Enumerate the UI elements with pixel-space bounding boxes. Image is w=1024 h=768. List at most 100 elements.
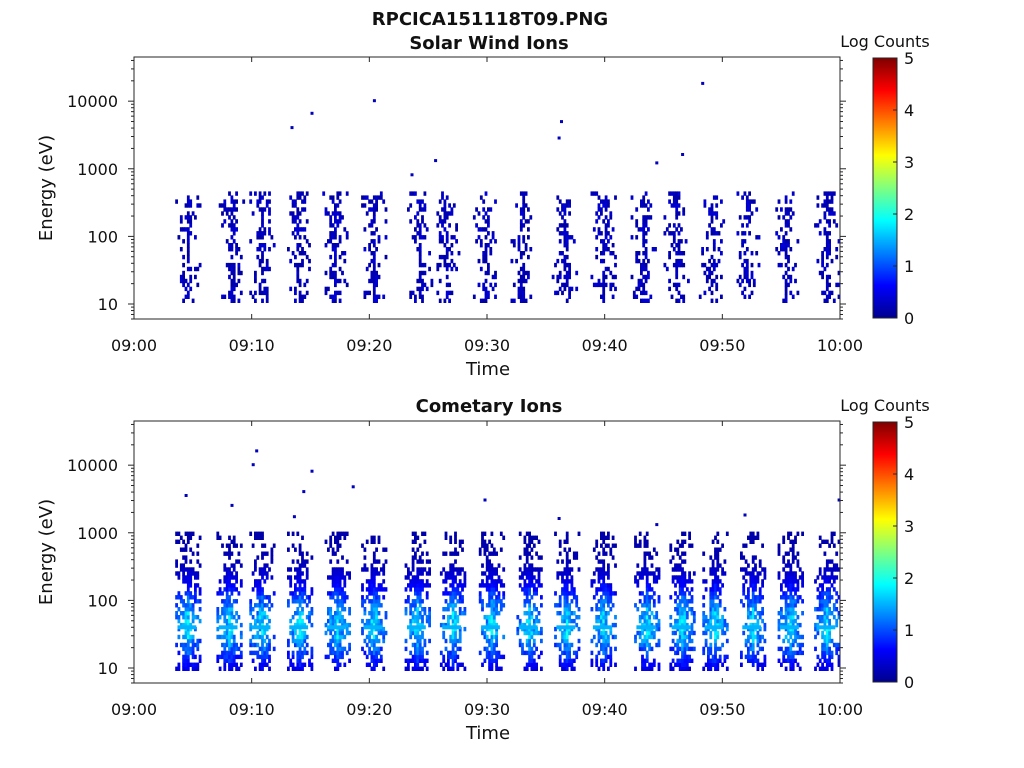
heatmap-cell bbox=[485, 563, 489, 568]
heatmap-cell bbox=[472, 215, 476, 220]
heatmap-cell bbox=[677, 239, 681, 244]
heatmap-cell bbox=[671, 646, 675, 652]
heatmap-cell bbox=[565, 535, 569, 540]
heatmap-cell bbox=[754, 634, 757, 640]
heatmap-cell bbox=[600, 531, 603, 536]
heatmap-cell bbox=[525, 662, 529, 667]
heatmap-cell bbox=[818, 615, 822, 620]
heatmap-cell bbox=[640, 266, 643, 272]
heatmap-cell bbox=[298, 642, 302, 648]
heatmap-cell bbox=[722, 219, 726, 224]
heatmap-cell bbox=[239, 583, 243, 588]
heatmap-cell bbox=[182, 642, 185, 648]
heatmap-cell bbox=[258, 579, 262, 584]
heatmap-cell bbox=[519, 227, 523, 232]
heatmap-cell bbox=[487, 262, 490, 268]
heatmap-cell bbox=[823, 591, 827, 596]
heatmap-cell bbox=[456, 618, 460, 624]
heatmap-cell bbox=[416, 662, 420, 667]
heatmap-cell bbox=[263, 638, 267, 644]
heatmap-cell bbox=[334, 290, 337, 296]
heatmap-cell bbox=[237, 646, 241, 652]
heatmap-cell bbox=[377, 646, 381, 652]
heatmap-cell bbox=[291, 215, 295, 220]
heatmap-cell bbox=[289, 658, 293, 663]
heatmap-cell bbox=[327, 642, 330, 648]
heatmap-cell bbox=[228, 247, 231, 252]
heatmap-cell bbox=[258, 611, 262, 616]
heatmap-cell bbox=[752, 282, 756, 288]
heatmap-cell bbox=[688, 654, 691, 660]
heatmap-cell bbox=[447, 591, 450, 596]
heatmap-cell bbox=[495, 642, 498, 648]
heatmap-cell bbox=[382, 595, 386, 600]
heatmap-cell bbox=[287, 650, 290, 656]
heatmap-cell bbox=[475, 223, 478, 228]
heatmap-cell bbox=[828, 567, 831, 572]
heatmap-cell bbox=[525, 595, 529, 600]
heatmap-cell bbox=[828, 274, 831, 280]
heatmap-cell bbox=[377, 571, 381, 576]
heatmap-cell bbox=[338, 638, 342, 644]
heatmap-cell bbox=[701, 262, 704, 268]
heatmap-cell bbox=[736, 231, 740, 236]
heatmap-cell bbox=[329, 274, 333, 280]
heatmap-cell bbox=[287, 547, 290, 552]
heatmap-cell bbox=[223, 219, 227, 224]
heatmap-cell bbox=[483, 551, 487, 556]
heatmap-cell bbox=[484, 235, 488, 240]
heatmap-cell bbox=[377, 618, 381, 624]
heatmap-cell bbox=[499, 583, 503, 588]
heatmap-band-cell bbox=[289, 625, 309, 630]
heatmap-cell bbox=[681, 539, 684, 544]
heatmap-cell bbox=[791, 658, 795, 663]
heatmap-cell bbox=[372, 587, 376, 592]
x-tick-label: 09:00 bbox=[111, 700, 157, 719]
heatmap-cell bbox=[644, 266, 648, 272]
heatmap-cell bbox=[602, 286, 606, 292]
heatmap-cell bbox=[648, 630, 651, 636]
heatmap-cell bbox=[179, 215, 183, 220]
heatmap-cell bbox=[463, 611, 467, 616]
heatmap-cell bbox=[436, 262, 440, 268]
heatmap-cell bbox=[672, 262, 676, 268]
heatmap-cell bbox=[258, 599, 262, 604]
heatmap-band-cell bbox=[816, 625, 836, 630]
heatmap-cell bbox=[336, 587, 340, 592]
heatmap-cell bbox=[652, 571, 656, 576]
heatmap-cell bbox=[741, 290, 744, 296]
heatmap-cell bbox=[791, 559, 795, 564]
heatmap-cell bbox=[592, 595, 596, 600]
heatmap-cell bbox=[565, 567, 569, 572]
heatmap-cell bbox=[451, 603, 455, 608]
heatmap-cell bbox=[256, 579, 260, 584]
heatmap-cell bbox=[186, 243, 190, 248]
heatmap-cell bbox=[447, 571, 450, 576]
heatmap-cell bbox=[751, 658, 755, 663]
heatmap-cell bbox=[256, 634, 260, 640]
heatmap-cell bbox=[640, 270, 643, 276]
heatmap-cell bbox=[296, 638, 300, 644]
heatmap-cell bbox=[336, 575, 340, 580]
heatmap-cell bbox=[638, 575, 642, 580]
heatmap-cell bbox=[522, 251, 526, 256]
heatmap-cell bbox=[565, 650, 569, 656]
heatmap-cell bbox=[777, 646, 781, 652]
heatmap-cell bbox=[495, 599, 498, 604]
heatmap-cell bbox=[484, 294, 488, 299]
heatmap-cell bbox=[228, 642, 231, 648]
heatmap-cell bbox=[348, 622, 351, 628]
heatmap-cell bbox=[488, 551, 491, 556]
heatmap-cell bbox=[375, 227, 378, 232]
heatmap-cell bbox=[525, 567, 529, 572]
heatmap-cell bbox=[372, 567, 376, 572]
heatmap-cell bbox=[421, 294, 424, 299]
heatmap-cell bbox=[525, 555, 529, 560]
heatmap-cell bbox=[428, 611, 431, 616]
heatmap-cell bbox=[522, 191, 526, 196]
heatmap-cell bbox=[761, 543, 764, 548]
heatmap-cell bbox=[310, 646, 314, 652]
heatmap-cell bbox=[782, 274, 786, 280]
heatmap-cell bbox=[595, 254, 599, 260]
heatmap-cell bbox=[532, 618, 536, 624]
